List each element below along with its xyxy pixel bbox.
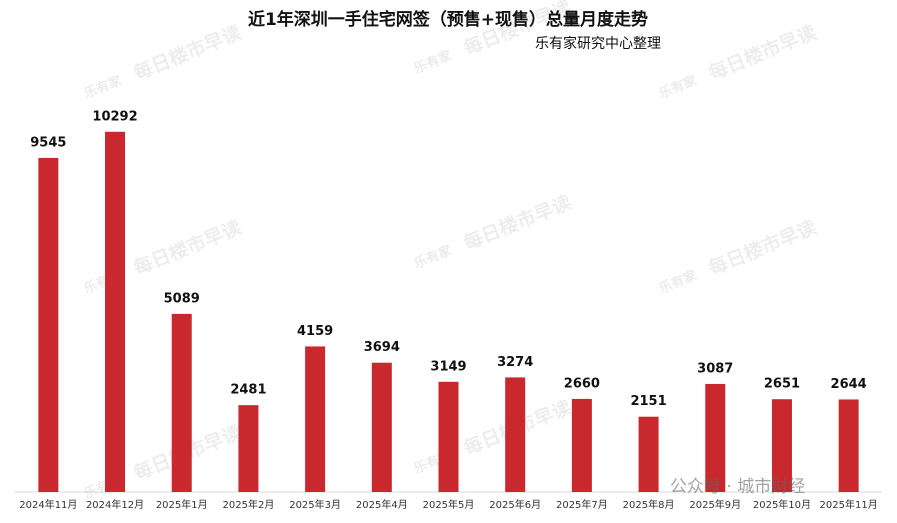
watermark: 每日楼市早读	[705, 216, 819, 280]
bar	[38, 157, 59, 493]
x-tick-label: 2025年11月	[820, 498, 878, 511]
x-tick-label: 2025年6月	[489, 498, 541, 511]
x-tick-label: 2025年2月	[223, 498, 275, 511]
watermark: 每日楼市早读	[130, 21, 244, 85]
watermark-logo: 乐有家	[412, 242, 455, 272]
x-tick-label: 2024年12月	[86, 498, 144, 511]
bar	[105, 131, 126, 492]
value-label: 2651	[764, 377, 800, 392]
value-label: 2481	[230, 383, 266, 398]
value-label: 3087	[697, 361, 733, 376]
x-tick-label: 2025年8月	[623, 498, 675, 511]
x-tick-label: 2025年5月	[423, 498, 475, 511]
value-label: 9545	[30, 135, 66, 150]
bar	[505, 377, 526, 492]
bar	[171, 313, 192, 492]
x-tick-label: 2025年9月	[689, 498, 741, 511]
bar	[705, 383, 726, 492]
x-tick-label: 2025年4月	[356, 498, 408, 511]
bar	[238, 405, 259, 492]
watermark-logo: 乐有家	[412, 47, 455, 77]
x-tick-label: 2025年10月	[753, 498, 811, 511]
value-label: 10292	[92, 109, 137, 124]
value-label: 4159	[297, 324, 333, 339]
chart-subtitle: 乐有家研究中心整理	[535, 35, 661, 52]
value-label: 2660	[564, 376, 600, 391]
watermark-logo: 乐有家	[657, 72, 700, 102]
watermark-logo: 乐有家	[657, 267, 700, 297]
bar	[438, 381, 459, 492]
x-tick-label: 2024年11月	[19, 498, 77, 511]
x-tick-label: 2025年3月	[289, 498, 341, 511]
bar	[571, 398, 592, 492]
watermark: 每日楼市早读	[130, 216, 244, 280]
watermark: 每日楼市早读	[460, 191, 574, 255]
x-tick-label: 2025年1月	[156, 498, 208, 511]
watermark: 每日楼市早读	[705, 21, 819, 85]
x-tick-label: 2025年7月	[556, 498, 608, 511]
value-label: 2644	[831, 377, 867, 392]
bar	[305, 346, 326, 492]
footer-watermark: 公众号 · 城市财经	[670, 477, 805, 497]
value-label: 2151	[630, 394, 666, 409]
value-label: 5089	[164, 291, 200, 306]
value-label: 3149	[430, 359, 466, 374]
bar	[371, 362, 392, 492]
bar	[638, 416, 659, 492]
bar	[838, 399, 859, 492]
value-label: 3694	[364, 340, 400, 355]
chart-title: 近1年深圳一手住宅网签（预售+现售）总量月度走势	[248, 9, 648, 30]
watermark-logo: 乐有家	[82, 72, 125, 102]
bar	[771, 399, 792, 492]
value-label: 3274	[497, 355, 533, 370]
